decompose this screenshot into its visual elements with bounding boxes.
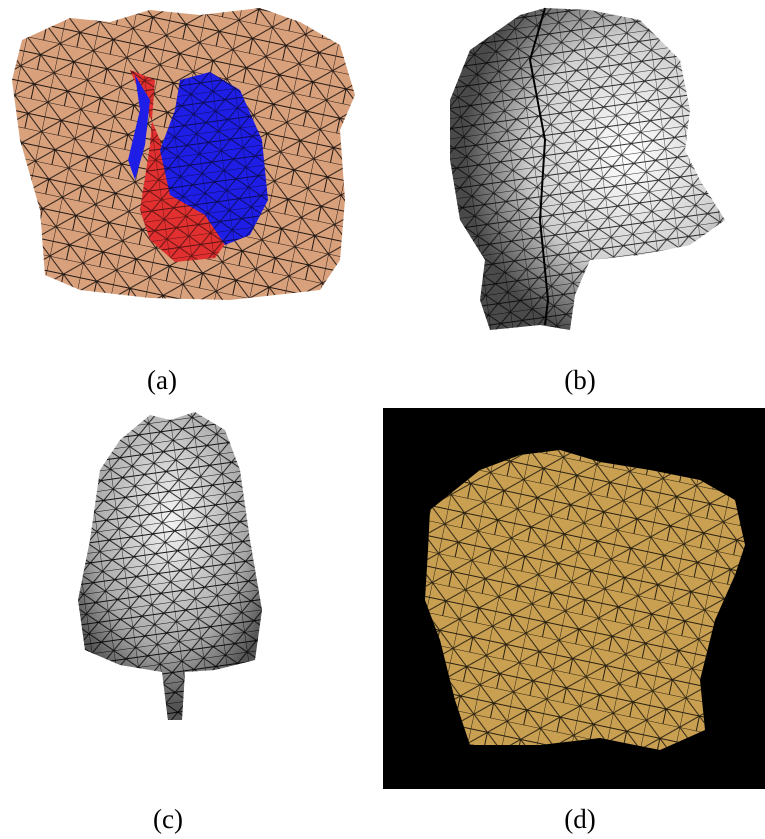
- figure: (a) (b) (c) (d): [0, 0, 765, 839]
- caption: (a): [147, 365, 177, 395]
- panel-c-image: [78, 412, 262, 720]
- panel-a-image: [12, 8, 355, 300]
- caption: (c): [153, 804, 183, 834]
- panel-b-image: [450, 8, 725, 330]
- panel-d-image: [383, 408, 765, 789]
- page: (a) (b) (c) (d) (() => { const data = JS…: [0, 0, 765, 839]
- caption: (d): [564, 804, 595, 834]
- caption: (b): [564, 365, 595, 395]
